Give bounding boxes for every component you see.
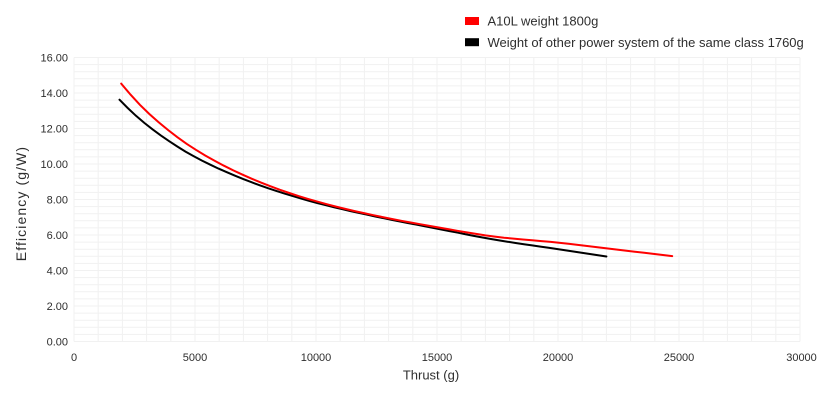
- svg-text:A10L weight 1800g: A10L weight 1800g: [488, 14, 599, 29]
- svg-text:2.00: 2.00: [47, 301, 68, 313]
- svg-text:16.00: 16.00: [40, 53, 68, 65]
- svg-text:5000: 5000: [183, 352, 207, 364]
- svg-text:6.00: 6.00: [47, 230, 68, 242]
- svg-text:30000: 30000: [786, 352, 817, 364]
- svg-text:10000: 10000: [301, 352, 332, 364]
- svg-text:Thrust (g): Thrust (g): [403, 368, 459, 383]
- svg-text:12.00: 12.00: [40, 124, 68, 136]
- svg-text:Weight of other power system o: Weight of other power system of the same…: [488, 35, 804, 50]
- svg-text:14.00: 14.00: [40, 88, 68, 100]
- svg-text:15000: 15000: [422, 352, 453, 364]
- svg-text:10.00: 10.00: [40, 159, 68, 171]
- svg-text:Efficiency (g/W): Efficiency (g/W): [13, 146, 29, 261]
- svg-text:8.00: 8.00: [47, 195, 68, 207]
- svg-text:25000: 25000: [664, 352, 695, 364]
- svg-text:0: 0: [71, 352, 77, 364]
- svg-text:0.00: 0.00: [47, 337, 68, 349]
- svg-text:20000: 20000: [543, 352, 574, 364]
- svg-text:4.00: 4.00: [47, 266, 68, 278]
